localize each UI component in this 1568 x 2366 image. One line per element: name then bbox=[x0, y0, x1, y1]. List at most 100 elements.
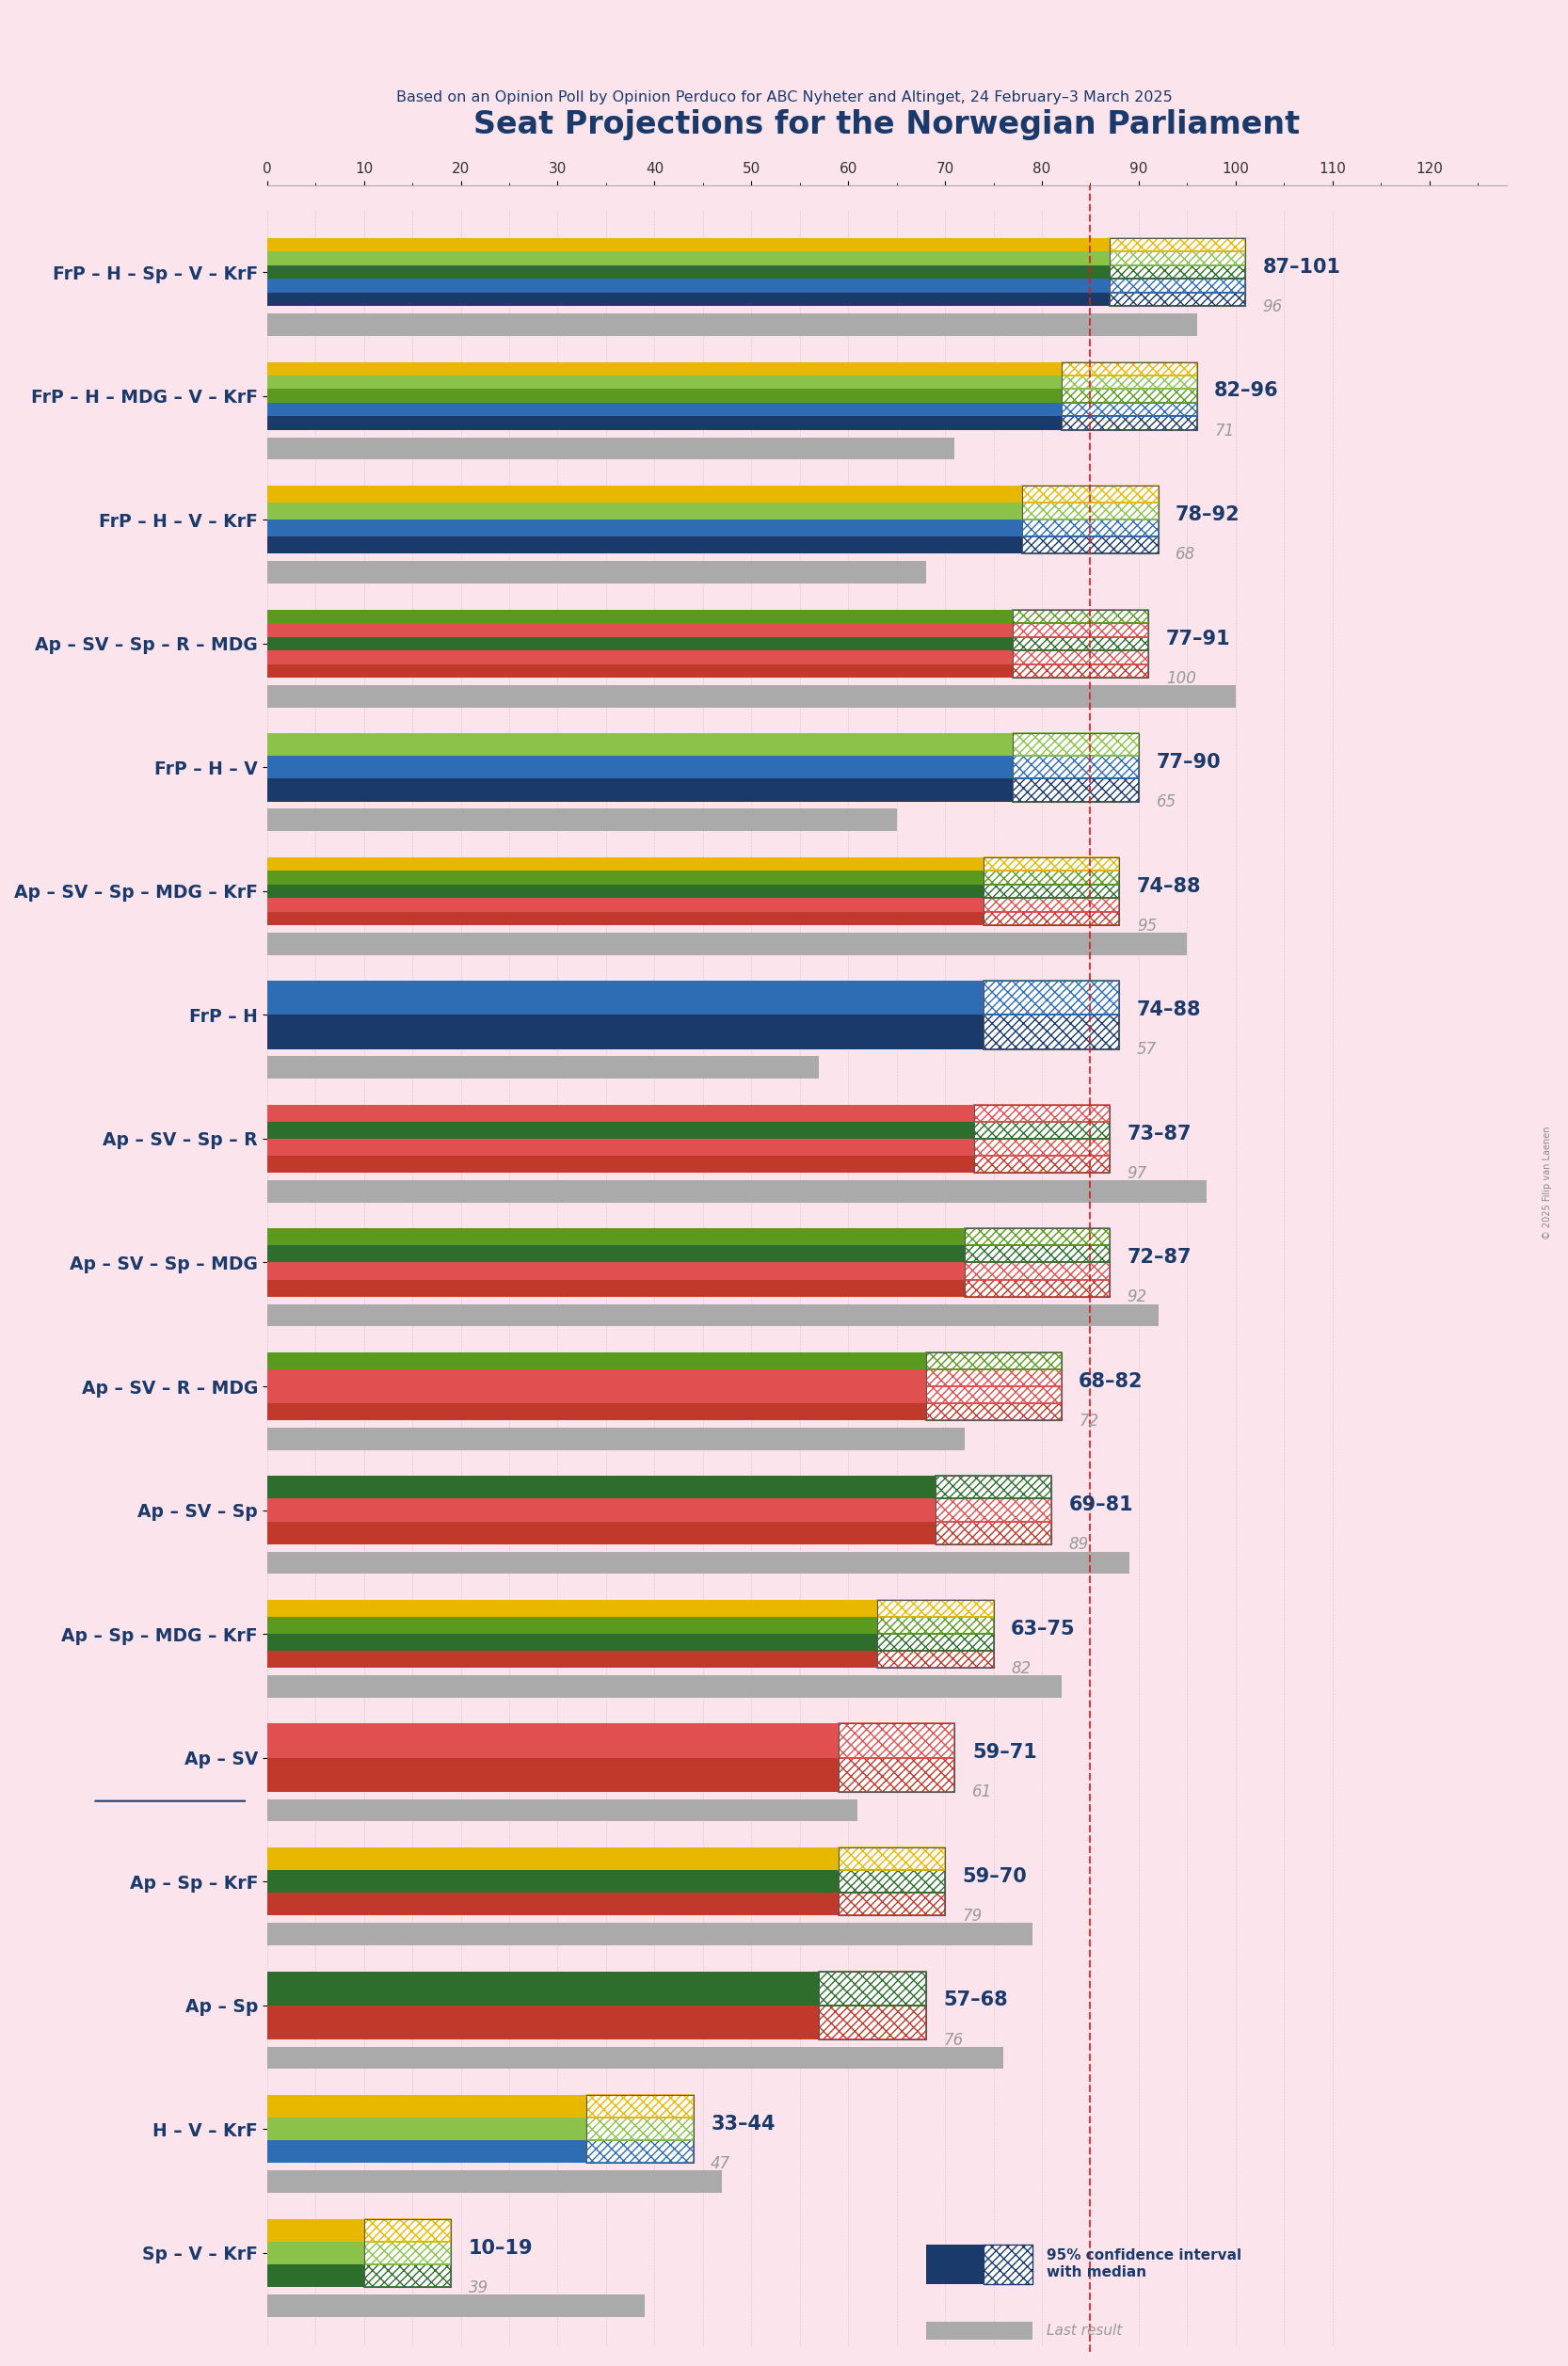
Bar bbox=[936, 1476, 1052, 1498]
Bar bbox=[1062, 376, 1196, 388]
Bar bbox=[983, 911, 1120, 925]
Bar bbox=[267, 636, 1013, 651]
Bar bbox=[925, 2245, 983, 2283]
Bar bbox=[1013, 651, 1148, 665]
Bar bbox=[267, 622, 1013, 636]
Bar bbox=[1013, 636, 1148, 651]
Text: 95: 95 bbox=[1137, 918, 1157, 935]
Bar bbox=[267, 778, 1013, 802]
Bar bbox=[1022, 537, 1159, 554]
Text: 69–81: 69–81 bbox=[1069, 1495, 1134, 1514]
Bar bbox=[1110, 265, 1245, 279]
Bar bbox=[267, 856, 983, 871]
Bar bbox=[267, 1155, 974, 1174]
Text: 73–87: 73–87 bbox=[1127, 1124, 1192, 1143]
Bar bbox=[364, 2241, 452, 2264]
Bar bbox=[1022, 521, 1159, 537]
Bar bbox=[983, 1015, 1120, 1048]
Bar bbox=[1110, 265, 1245, 279]
Bar bbox=[936, 1521, 1052, 1545]
Text: 59–71: 59–71 bbox=[972, 1744, 1036, 1763]
Text: 82–96: 82–96 bbox=[1214, 381, 1279, 400]
Bar bbox=[839, 1725, 955, 1758]
Bar bbox=[964, 1280, 1110, 1297]
Text: 77–91: 77–91 bbox=[1167, 629, 1231, 648]
Bar bbox=[1062, 416, 1196, 431]
Text: 39: 39 bbox=[469, 2278, 489, 2295]
Bar bbox=[839, 1869, 946, 1893]
Bar bbox=[267, 911, 983, 925]
Text: 89: 89 bbox=[1069, 1536, 1090, 1552]
Title: Seat Projections for the Norwegian Parliament: Seat Projections for the Norwegian Parli… bbox=[474, 109, 1300, 140]
Bar bbox=[1022, 537, 1159, 554]
Bar bbox=[1062, 388, 1196, 402]
Bar bbox=[818, 1971, 925, 2006]
Bar bbox=[1062, 402, 1196, 416]
Bar bbox=[364, 2241, 452, 2264]
Text: 72: 72 bbox=[1079, 1413, 1099, 1429]
Bar bbox=[267, 982, 983, 1015]
Bar bbox=[267, 561, 925, 584]
Bar bbox=[267, 1869, 839, 1893]
Bar bbox=[983, 885, 1120, 899]
Bar bbox=[974, 1105, 1110, 1174]
Bar bbox=[983, 899, 1120, 911]
Bar bbox=[818, 2006, 925, 2039]
Bar bbox=[267, 1263, 964, 1280]
Bar bbox=[267, 1245, 964, 1263]
Text: Last result: Last result bbox=[1047, 2323, 1123, 2338]
Text: 82: 82 bbox=[1011, 1661, 1030, 1677]
Bar bbox=[964, 1228, 1110, 1245]
Bar bbox=[267, 1476, 936, 1498]
Text: © 2025 Filip van Laenen: © 2025 Filip van Laenen bbox=[1543, 1126, 1552, 1240]
Text: 57: 57 bbox=[1137, 1041, 1157, 1058]
Bar bbox=[1110, 239, 1245, 251]
Text: 96: 96 bbox=[1262, 298, 1283, 315]
Bar bbox=[1013, 757, 1138, 778]
Bar bbox=[964, 1228, 1110, 1245]
Text: 71: 71 bbox=[1214, 421, 1234, 440]
Bar bbox=[267, 521, 1022, 537]
Bar bbox=[925, 1353, 1062, 1370]
Bar bbox=[267, 1616, 877, 1635]
Bar bbox=[974, 1121, 1110, 1138]
Bar bbox=[1110, 239, 1245, 251]
Text: 78–92: 78–92 bbox=[1176, 506, 1240, 525]
Bar bbox=[1013, 778, 1138, 802]
Bar bbox=[364, 2264, 452, 2288]
Bar bbox=[267, 1675, 1062, 1699]
Bar bbox=[925, 1353, 1062, 1420]
Bar bbox=[267, 402, 1062, 416]
Bar bbox=[925, 2321, 1032, 2340]
Bar bbox=[267, 416, 1062, 431]
Text: 57–68: 57–68 bbox=[942, 1990, 1008, 2009]
Bar bbox=[964, 1280, 1110, 1297]
Bar bbox=[839, 1869, 946, 1893]
Text: 76: 76 bbox=[942, 2032, 963, 2049]
Bar bbox=[983, 911, 1120, 925]
Bar bbox=[839, 1848, 946, 1916]
Bar bbox=[839, 1848, 946, 1869]
Bar bbox=[936, 1521, 1052, 1545]
Bar bbox=[1062, 416, 1196, 431]
Bar bbox=[267, 362, 1062, 376]
Bar bbox=[877, 1651, 994, 1668]
Bar bbox=[267, 757, 1013, 778]
Bar bbox=[586, 2118, 693, 2141]
Bar bbox=[983, 982, 1120, 1015]
Bar bbox=[839, 1725, 955, 1758]
Bar bbox=[983, 885, 1120, 899]
Bar bbox=[983, 2245, 1032, 2283]
Bar bbox=[267, 1635, 877, 1651]
Text: 77–90: 77–90 bbox=[1156, 752, 1221, 771]
Bar bbox=[964, 1263, 1110, 1280]
Text: 72–87: 72–87 bbox=[1127, 1249, 1192, 1266]
Text: 59–70: 59–70 bbox=[963, 1867, 1027, 1886]
Bar bbox=[974, 1155, 1110, 1174]
Bar bbox=[586, 2094, 693, 2163]
Bar bbox=[974, 1121, 1110, 1138]
Bar bbox=[839, 1725, 955, 1791]
Bar bbox=[267, 1924, 1032, 1945]
Bar bbox=[267, 1758, 839, 1791]
Bar bbox=[839, 1758, 955, 1791]
